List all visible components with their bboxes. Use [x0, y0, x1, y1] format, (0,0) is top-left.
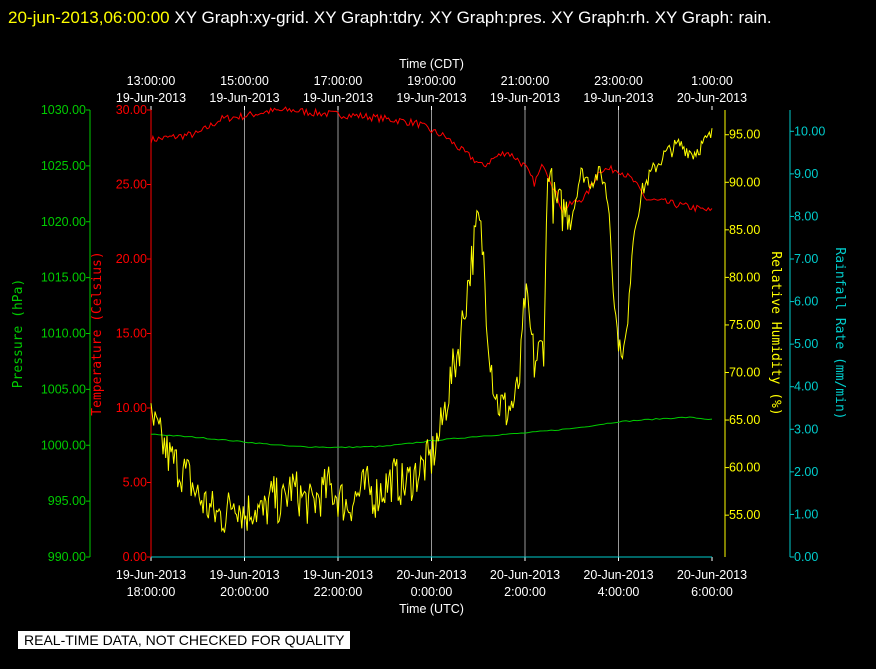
humidity-tick-label: 80.00 [729, 270, 760, 284]
rain-tick-label: 9.00 [794, 167, 818, 181]
temperature-tick-label: 15.00 [116, 327, 147, 341]
rain-tick-label: 8.00 [794, 209, 818, 223]
pressure-tick-label: 995.00 [48, 494, 86, 508]
title-date: 20-jun-2013,06:00:00 [8, 8, 170, 27]
humidity-tick-label: 90.00 [729, 175, 760, 189]
x-top-tick-label-date: 19-Jun-2013 [396, 91, 466, 105]
x-top-tick-label-time: 23:00:00 [594, 74, 643, 88]
temperature-axis-title: Temperature (Celsius) [90, 251, 105, 415]
x-tick-label-time: 18:00:00 [127, 585, 176, 599]
x-top-tick-label-date: 19-Jun-2013 [209, 91, 279, 105]
x-tick-label-date: 19-Jun-2013 [116, 568, 186, 582]
rain-tick-label: 0.00 [794, 550, 818, 564]
title-graph-list: XY Graph:xy-grid. XY Graph:tdry. XY Grap… [174, 8, 772, 27]
rain-tick-label: 1.00 [794, 507, 818, 521]
x-tick-label-date: 19-Jun-2013 [209, 568, 279, 582]
humidity-tick-label: 65.00 [729, 413, 760, 427]
x-tick-label-date: 20-Jun-2013 [677, 568, 747, 582]
x-bottom-axis-title: Time (UTC) [399, 602, 464, 616]
x-top-tick-label-time: 15:00:00 [220, 74, 269, 88]
pressure-tick-label: 1020.00 [41, 215, 86, 229]
humidity-tick-label: 70.00 [729, 365, 760, 379]
pressure-tick-label: 1005.00 [41, 382, 86, 396]
rain-axis-title: Rainfall Rate (mm/min) [832, 247, 847, 419]
x-tick-label-time: 0:00:00 [411, 585, 453, 599]
pressure-tick-label: 1010.00 [41, 327, 86, 341]
x-top-tick-label-date: 19-Jun-2013 [490, 91, 560, 105]
temperature-tick-label: 5.00 [123, 476, 147, 490]
x-top-tick-label-date: 19-Jun-2013 [303, 91, 373, 105]
rain-tick-label: 4.00 [794, 380, 818, 394]
rain-tick-label: 5.00 [794, 337, 818, 351]
pressure-tick-label: 1000.00 [41, 438, 86, 452]
x-top-tick-label-time: 21:00:00 [501, 74, 550, 88]
x-tick-label-time: 6:00:00 [691, 585, 733, 599]
humidity-tick-label: 60.00 [729, 461, 760, 475]
x-tick-label-time: 4:00:00 [598, 585, 640, 599]
pressure-axis-title: Pressure (hPa) [11, 279, 26, 389]
x-tick-label-date: 19-Jun-2013 [303, 568, 373, 582]
humidity-series-line [150, 128, 713, 533]
x-top-tick-label-time: 13:00:00 [127, 74, 176, 88]
temperature-tick-label: 30.00 [116, 103, 147, 117]
pressure-tick-label: 1015.00 [41, 271, 86, 285]
humidity-tick-label: 75.00 [729, 318, 760, 332]
x-top-tick-label-date: 19-Jun-2013 [116, 91, 186, 105]
humidity-axis-title: Relative Humidity (%) [768, 251, 783, 415]
x-top-tick-label-date: 19-Jun-2013 [583, 91, 653, 105]
humidity-tick-label: 95.00 [729, 128, 760, 142]
x-tick-label-time: 2:00:00 [504, 585, 546, 599]
pressure-tick-label: 990.00 [48, 550, 86, 564]
rain-tick-label: 10.00 [794, 124, 825, 138]
quality-disclaimer: REAL-TIME DATA, NOT CHECKED FOR QUALITY [18, 631, 351, 649]
chart-title: 20-jun-2013,06:00:00 XY Graph:xy-grid. X… [8, 4, 868, 31]
rain-tick-label: 3.00 [794, 422, 818, 436]
pressure-tick-label: 1030.00 [41, 103, 86, 117]
x-top-axis-title: Time (CDT) [399, 57, 464, 71]
x-top-tick-label-time: 1:00:00 [691, 74, 733, 88]
pressure-tick-label: 1025.00 [41, 159, 86, 173]
temperature-tick-label: 0.00 [123, 550, 147, 564]
pressure-series-line [150, 416, 713, 449]
x-tick-label-time: 22:00:00 [314, 585, 363, 599]
x-top-tick-label-time: 19:00:00 [407, 74, 456, 88]
x-tick-label-date: 20-Jun-2013 [490, 568, 560, 582]
x-tick-label-date: 20-Jun-2013 [396, 568, 466, 582]
humidity-tick-label: 85.00 [729, 223, 760, 237]
temperature-tick-label: 25.00 [116, 178, 147, 192]
x-tick-label-date: 20-Jun-2013 [583, 568, 653, 582]
x-tick-label-time: 20:00:00 [220, 585, 269, 599]
rain-tick-label: 6.00 [794, 295, 818, 309]
humidity-tick-label: 55.00 [729, 508, 760, 522]
x-top-tick-label-date: 20-Jun-2013 [677, 91, 747, 105]
temperature-tick-label: 10.00 [116, 401, 147, 415]
rain-tick-label: 7.00 [794, 252, 818, 266]
x-top-tick-label-time: 17:00:00 [314, 74, 363, 88]
temperature-tick-label: 20.00 [116, 252, 147, 266]
temperature-series-line [150, 106, 713, 214]
rain-tick-label: 2.00 [794, 465, 818, 479]
